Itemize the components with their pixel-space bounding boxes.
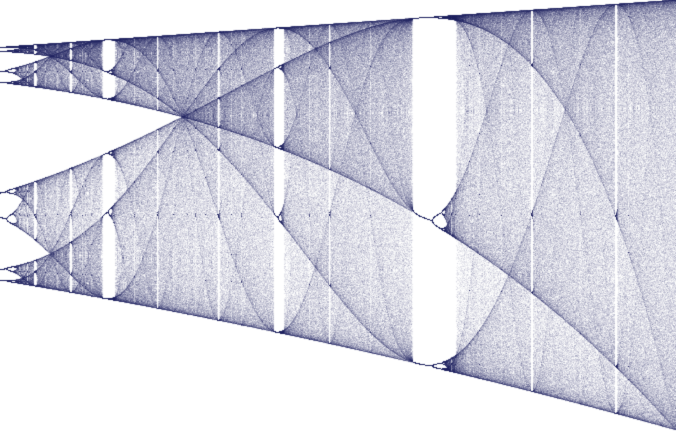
bifurcation-diagram: [0, 0, 676, 431]
orbit-points-layer: [0, 0, 676, 431]
bifurcation-points: [0, 0, 676, 431]
